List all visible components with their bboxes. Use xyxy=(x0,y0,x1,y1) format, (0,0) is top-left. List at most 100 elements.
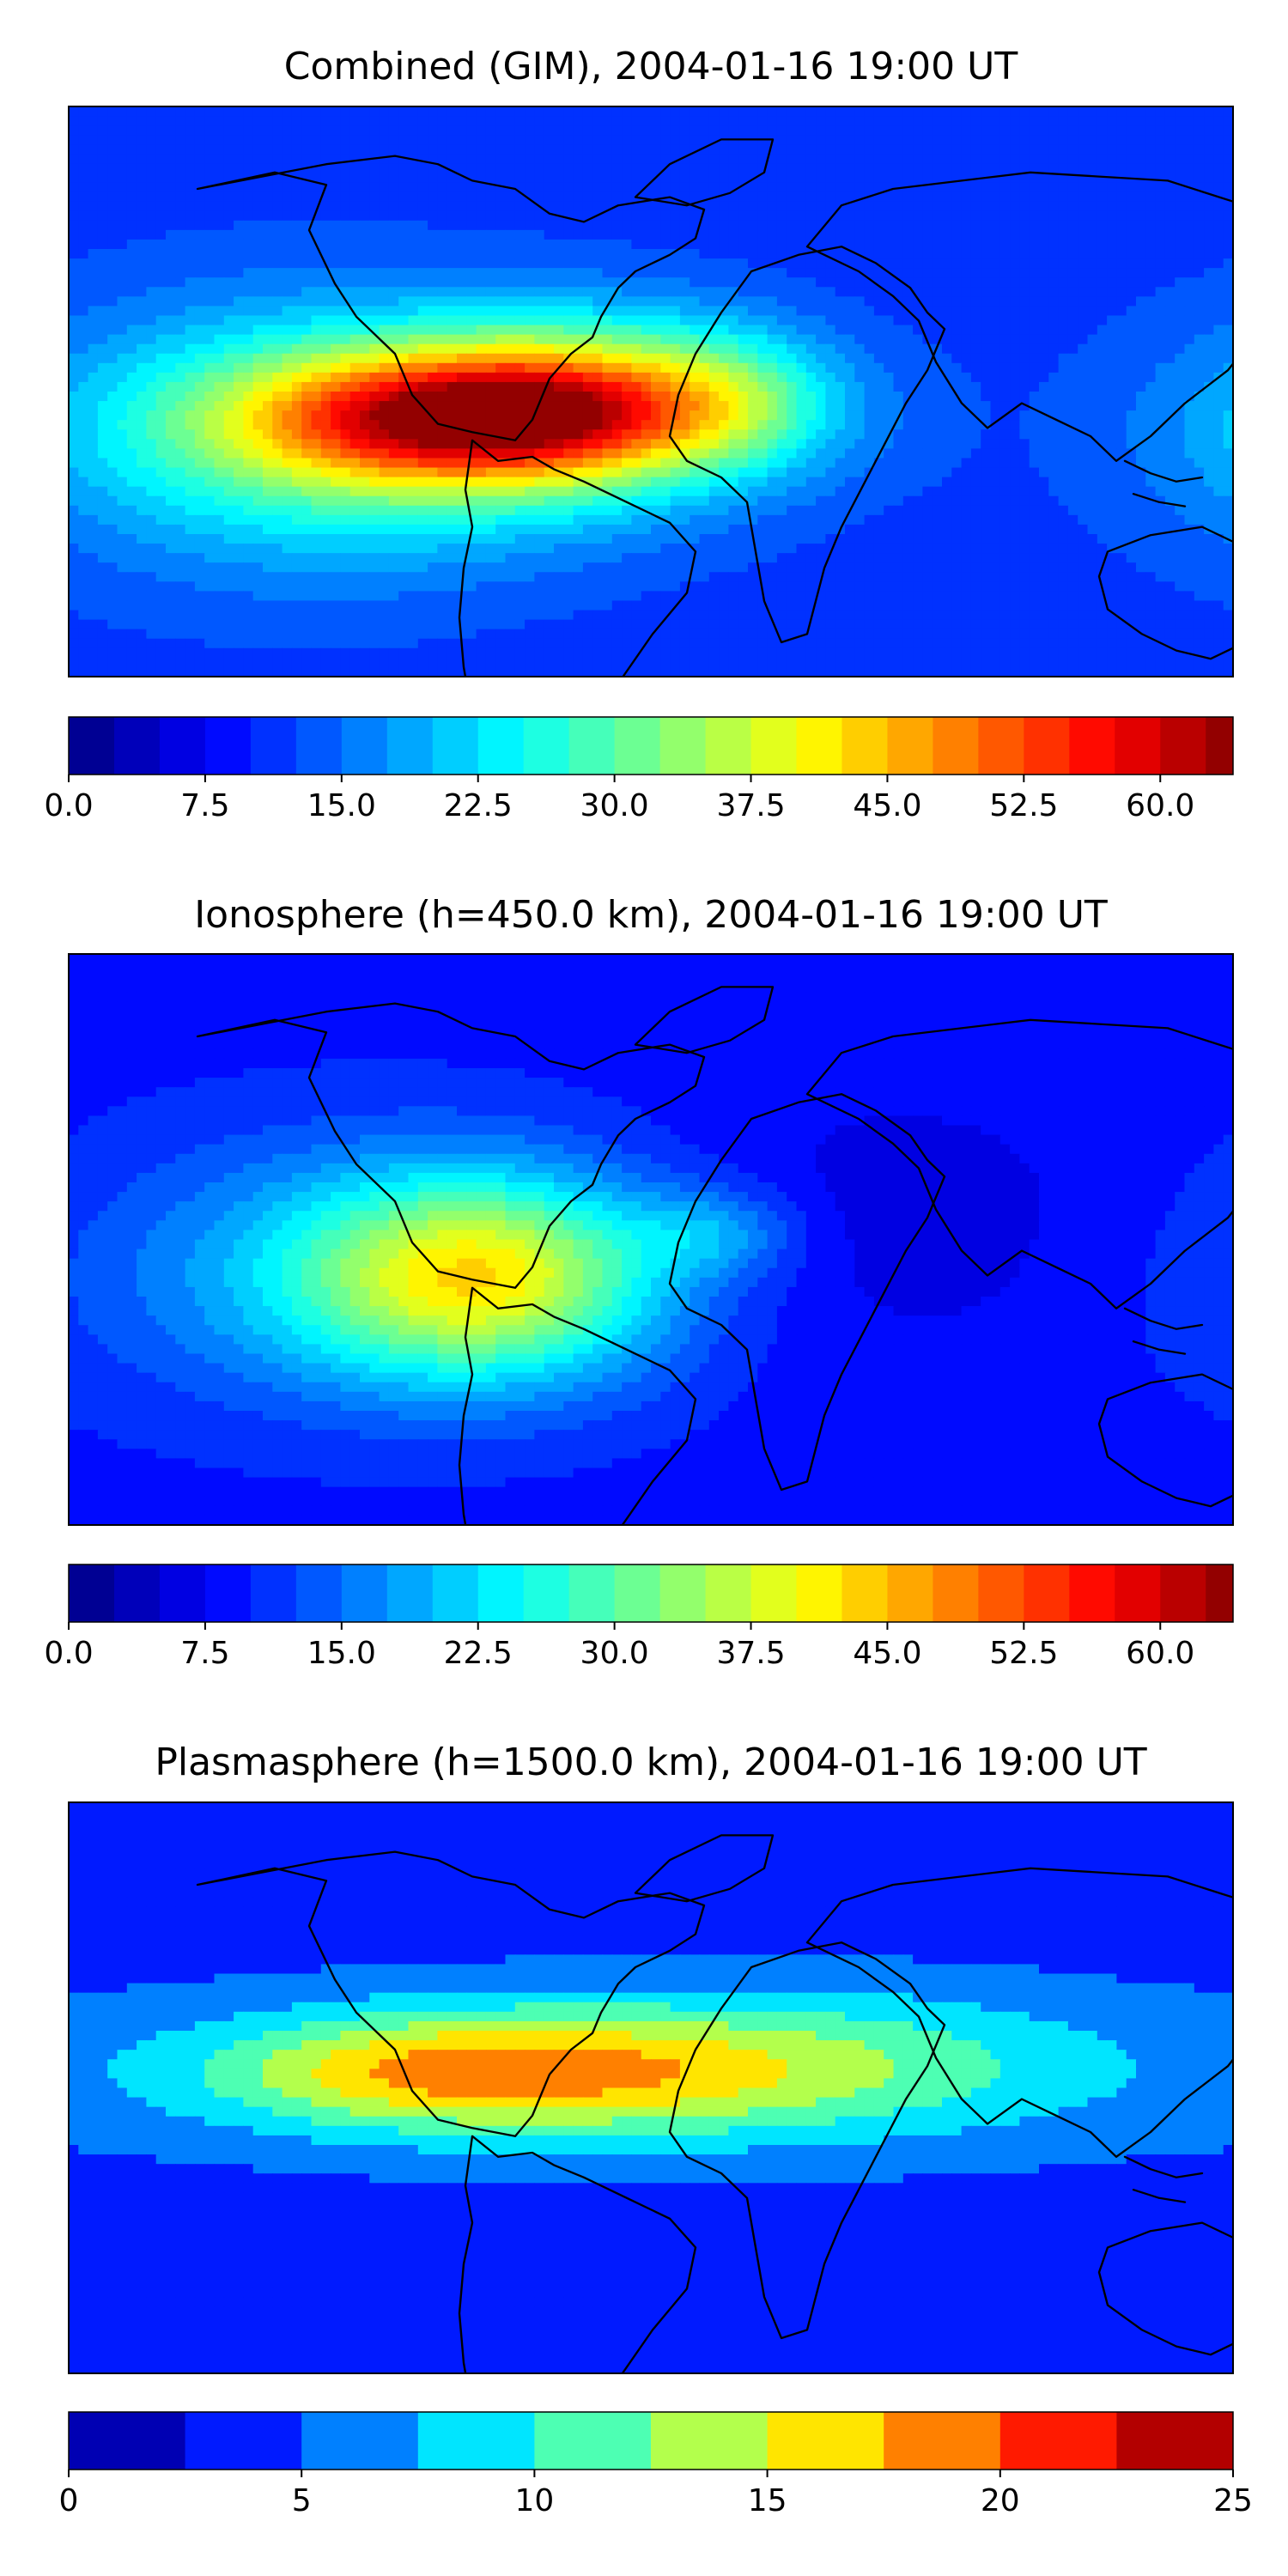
heatmap-cell xyxy=(582,135,593,145)
heatmap-cell xyxy=(514,287,526,297)
heatmap-cell xyxy=(999,249,1011,259)
heatmap-cell xyxy=(505,315,516,326)
heatmap-cell xyxy=(1019,410,1030,421)
heatmap-cell xyxy=(748,353,758,364)
heatmap-cell xyxy=(1078,353,1089,364)
heatmap-cell xyxy=(1010,420,1020,430)
heatmap-cell xyxy=(961,173,972,184)
heatmap-cell xyxy=(719,306,729,317)
heatmap-cell xyxy=(999,448,1011,459)
heatmap-cell xyxy=(884,392,895,402)
heatmap-cell xyxy=(622,277,632,288)
heatmap-cell xyxy=(767,372,778,383)
heatmap-cell xyxy=(796,306,807,317)
heatmap-cell xyxy=(942,486,952,497)
heatmap-cell xyxy=(622,429,632,440)
heatmap-cell xyxy=(602,458,613,469)
heatmap-cell xyxy=(1145,448,1157,459)
heatmap-cell xyxy=(1058,191,1069,203)
heatmap-cell xyxy=(146,467,157,478)
heatmap-cell xyxy=(408,315,419,326)
heatmap-cell xyxy=(660,268,671,278)
heatmap-cell xyxy=(476,306,487,317)
heatmap-cell xyxy=(320,201,331,212)
heatmap-cell xyxy=(670,154,681,164)
heatmap-cell xyxy=(854,277,866,288)
heatmap-cell xyxy=(1078,439,1089,449)
heatmap-cell xyxy=(88,325,99,336)
heatmap-cell xyxy=(728,163,739,174)
heatmap-cell xyxy=(417,306,428,317)
heatmap-cell xyxy=(1184,325,1195,336)
heatmap-cell xyxy=(117,306,128,317)
heatmap-cell xyxy=(1136,182,1146,193)
heatmap-cell xyxy=(78,173,89,184)
heatmap-cell xyxy=(349,144,361,155)
heatmap-cell xyxy=(573,439,584,449)
heatmap-cell xyxy=(1067,325,1078,336)
heatmap-cell xyxy=(932,220,943,231)
heatmap-cell xyxy=(243,343,254,355)
heatmap-cell xyxy=(360,325,370,336)
heatmap-cell xyxy=(175,249,186,259)
heatmap-cell xyxy=(1116,135,1127,145)
heatmap-cell xyxy=(495,477,507,488)
heatmap-cell xyxy=(873,439,884,449)
heatmap-cell xyxy=(117,210,128,222)
heatmap-cell xyxy=(728,420,739,430)
heatmap-cell xyxy=(272,144,283,155)
heatmap-cell xyxy=(1087,439,1098,449)
heatmap-cell xyxy=(301,306,313,317)
heatmap-cell xyxy=(117,106,128,117)
heatmap-cell xyxy=(1116,448,1127,459)
heatmap-cell xyxy=(457,372,467,383)
heatmap-cell xyxy=(592,448,604,459)
heatmap-cell xyxy=(902,467,914,478)
heatmap-cell xyxy=(408,220,419,231)
heatmap-cell xyxy=(1107,220,1117,231)
heatmap-cell xyxy=(1078,277,1089,288)
heatmap-cell xyxy=(97,381,108,392)
heatmap-cell xyxy=(137,477,147,488)
heatmap-cell xyxy=(88,343,99,355)
heatmap-cell xyxy=(582,439,593,449)
heatmap-cell xyxy=(243,392,254,402)
heatmap-cell xyxy=(825,429,836,440)
heatmap-cell xyxy=(1019,116,1030,126)
heatmap-cell xyxy=(234,458,244,469)
heatmap-cell xyxy=(582,486,593,497)
heatmap-cell xyxy=(592,135,604,145)
heatmap-cell xyxy=(893,258,904,269)
heatmap-cell xyxy=(388,296,399,307)
heatmap-cell xyxy=(137,362,147,374)
heatmap-cell xyxy=(282,201,293,212)
heatmap-cell xyxy=(728,258,739,269)
heatmap-cell xyxy=(873,163,884,174)
heatmap-cell xyxy=(1010,239,1020,250)
heatmap-cell xyxy=(331,381,341,392)
heatmap-cell xyxy=(1058,458,1069,469)
chart-title: Combined (GIM), 2004-01-16 19:00 UT xyxy=(284,45,1018,88)
heatmap-cell xyxy=(88,439,99,449)
heatmap-cell xyxy=(485,429,496,440)
heatmap-cell xyxy=(1213,229,1224,240)
heatmap-cell xyxy=(961,439,972,449)
heatmap-cell xyxy=(1058,182,1069,193)
heatmap-cell xyxy=(816,325,826,336)
heatmap-cell xyxy=(107,173,118,184)
heatmap-cell xyxy=(544,220,555,231)
heatmap-cell xyxy=(719,467,729,478)
heatmap-cell xyxy=(748,420,758,430)
heatmap-cell xyxy=(107,287,118,297)
heatmap-cell xyxy=(88,296,99,307)
heatmap-cell xyxy=(748,249,758,259)
heatmap-cell xyxy=(679,258,690,269)
heatmap-cell xyxy=(990,315,1001,326)
heatmap-cell xyxy=(1010,210,1020,222)
heatmap-cell xyxy=(388,106,399,117)
heatmap-cell xyxy=(388,372,399,383)
heatmap-cell xyxy=(495,343,507,355)
heatmap-cell xyxy=(854,154,866,164)
heatmap-cell xyxy=(485,362,496,374)
heatmap-cell xyxy=(631,210,642,222)
